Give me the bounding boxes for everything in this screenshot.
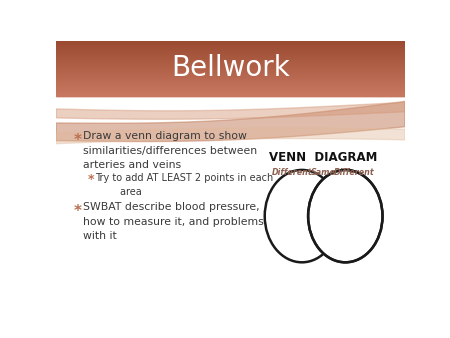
Bar bbox=[56, 86, 405, 87]
Bar bbox=[56, 88, 405, 90]
Bar bbox=[56, 41, 405, 42]
Polygon shape bbox=[56, 101, 405, 142]
Bar bbox=[56, 65, 405, 66]
Bar bbox=[56, 56, 405, 57]
Bar bbox=[56, 44, 405, 45]
Bar bbox=[56, 86, 405, 88]
Bar bbox=[56, 69, 405, 70]
Bar bbox=[56, 81, 405, 82]
Bar bbox=[56, 73, 405, 74]
Bar bbox=[56, 41, 405, 42]
Bar bbox=[56, 94, 405, 95]
Bar bbox=[56, 79, 405, 80]
Bar bbox=[56, 85, 405, 86]
Text: *: * bbox=[73, 204, 81, 219]
Bar bbox=[56, 54, 405, 55]
Text: SWBAT describe blood pressure,
how to measure it, and problems
with it: SWBAT describe blood pressure, how to me… bbox=[83, 202, 263, 241]
Bar bbox=[56, 59, 405, 61]
Bar bbox=[56, 56, 405, 57]
Bar bbox=[56, 70, 405, 71]
Bar bbox=[56, 43, 405, 44]
Bar bbox=[56, 75, 405, 76]
Bar bbox=[56, 68, 405, 69]
Bar bbox=[56, 80, 405, 81]
Bar bbox=[56, 88, 405, 89]
Bar bbox=[56, 79, 405, 80]
Bar bbox=[56, 93, 405, 94]
Bar bbox=[56, 90, 405, 91]
Bar bbox=[56, 45, 405, 47]
Bar bbox=[56, 83, 405, 84]
Text: Different: Different bbox=[334, 168, 375, 177]
Ellipse shape bbox=[265, 170, 339, 262]
Bar bbox=[56, 74, 405, 76]
Bar bbox=[56, 58, 405, 59]
Bar bbox=[56, 55, 405, 56]
Bar bbox=[56, 72, 405, 74]
Bar bbox=[56, 82, 405, 83]
Bar bbox=[56, 95, 405, 96]
Bar bbox=[56, 43, 405, 44]
Bar bbox=[56, 50, 405, 51]
Polygon shape bbox=[56, 102, 405, 119]
Text: VENN  DIAGRAM: VENN DIAGRAM bbox=[270, 151, 378, 164]
Bar bbox=[56, 54, 405, 55]
Bar bbox=[56, 91, 405, 92]
Text: Draw a venn diagram to show
similarities/differences between
arteries and veins: Draw a venn diagram to show similarities… bbox=[83, 131, 256, 170]
Text: Bellwork: Bellwork bbox=[171, 54, 290, 82]
Bar bbox=[56, 47, 405, 48]
Bar bbox=[56, 53, 405, 54]
Bar bbox=[56, 57, 405, 58]
Bar bbox=[56, 93, 405, 94]
Bar bbox=[56, 48, 405, 49]
Bar bbox=[56, 81, 405, 82]
Bar bbox=[56, 84, 405, 85]
Bar bbox=[56, 62, 405, 63]
Ellipse shape bbox=[308, 170, 382, 262]
Bar bbox=[56, 91, 405, 92]
Bar bbox=[56, 49, 405, 50]
Bar bbox=[56, 78, 405, 79]
Bar bbox=[56, 77, 405, 78]
Bar bbox=[56, 50, 405, 51]
Bar bbox=[56, 92, 405, 93]
Bar bbox=[56, 70, 405, 71]
Bar bbox=[56, 52, 405, 53]
Polygon shape bbox=[56, 128, 405, 144]
Bar bbox=[56, 62, 405, 63]
Bar bbox=[56, 68, 405, 69]
Text: Try to add AT LEAST 2 points in each
        area: Try to add AT LEAST 2 points in each are… bbox=[95, 173, 273, 197]
Bar bbox=[56, 66, 405, 67]
Bar bbox=[56, 48, 405, 49]
Text: *: * bbox=[73, 133, 81, 148]
Bar bbox=[56, 42, 405, 43]
Bar bbox=[56, 52, 405, 53]
Bar bbox=[56, 64, 405, 65]
Bar bbox=[56, 60, 405, 61]
Bar bbox=[56, 77, 405, 78]
Bar bbox=[56, 95, 405, 96]
Bar bbox=[56, 67, 405, 68]
Bar bbox=[56, 83, 405, 84]
Bar bbox=[56, 66, 405, 67]
Bar bbox=[56, 46, 405, 47]
Bar bbox=[56, 72, 405, 73]
Bar bbox=[56, 76, 405, 77]
Bar bbox=[56, 51, 405, 52]
Bar bbox=[56, 87, 405, 88]
Bar bbox=[56, 64, 405, 65]
Bar bbox=[56, 74, 405, 75]
Bar bbox=[56, 71, 405, 72]
Bar bbox=[56, 58, 405, 59]
Bar bbox=[56, 89, 405, 90]
Bar bbox=[56, 45, 405, 46]
Bar bbox=[56, 63, 405, 64]
Text: *: * bbox=[87, 173, 94, 186]
Bar bbox=[56, 61, 405, 62]
Text: Same: Same bbox=[311, 168, 336, 177]
Text: Different: Different bbox=[272, 168, 313, 177]
